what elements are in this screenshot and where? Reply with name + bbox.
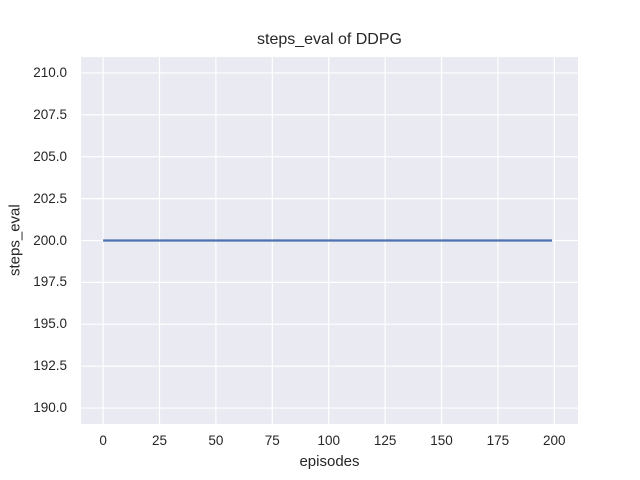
x-tick-label: 0	[99, 433, 107, 448]
x-tick-label: 100	[317, 433, 340, 448]
y-tick-label: 202.5	[33, 190, 67, 206]
y-tick-label: 210.0	[33, 64, 67, 80]
x-tick-label: 150	[430, 433, 453, 448]
y-tick-label: 207.5	[33, 106, 67, 122]
y-tick-label: 200.0	[33, 232, 67, 248]
y-tick-label: 195.0	[33, 316, 67, 332]
plot-area	[81, 57, 578, 424]
y-tick-label: 190.0	[33, 400, 67, 416]
x-tick-label: 125	[373, 433, 397, 448]
y-tick-label: 205.0	[33, 148, 67, 164]
x-tick-label: 50	[208, 433, 224, 448]
x-tick-label: 175	[486, 433, 510, 448]
x-tick-label: 75	[264, 433, 280, 448]
x-tick-label: 200	[543, 433, 566, 448]
x-tick-label: 25	[151, 433, 168, 448]
plot-canvas	[81, 57, 578, 424]
x-axis-label: episodes	[299, 453, 360, 470]
y-tick-label: 197.5	[33, 274, 67, 290]
chart-title: steps_eval of DDPG	[257, 31, 402, 48]
y-tick-label: 192.5	[33, 358, 67, 374]
